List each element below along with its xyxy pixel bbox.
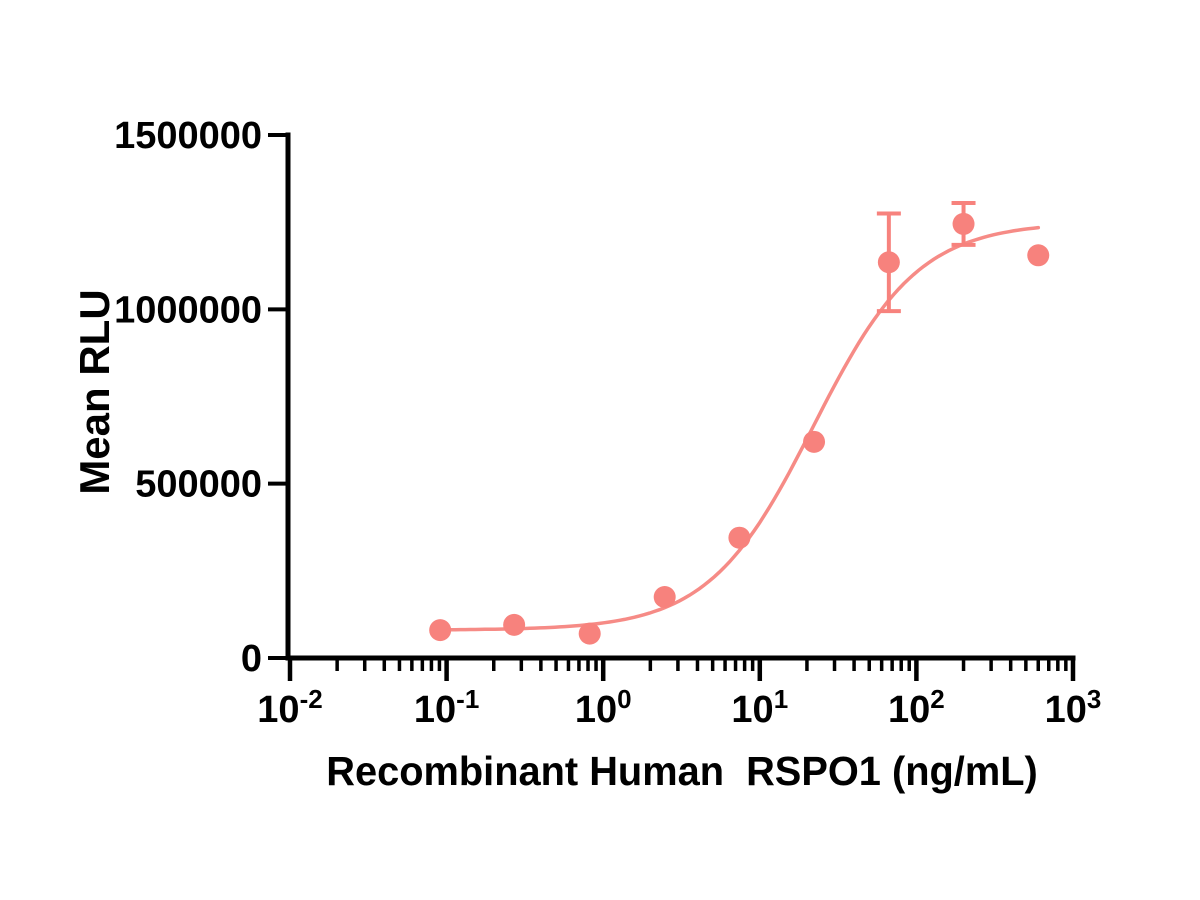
x-tick-label: 102 [888, 684, 945, 731]
y-tick-label: 1000000 [114, 289, 262, 331]
y-tick-label: 500000 [135, 464, 262, 506]
data-point-marker [653, 585, 676, 608]
x-tick-label: 100 [575, 684, 632, 731]
data-point-marker [503, 613, 526, 636]
data-point-marker [578, 622, 601, 645]
data-point-marker [1027, 244, 1050, 267]
y-tick-label: 1500000 [114, 115, 262, 157]
data-point-marker [803, 430, 826, 453]
data-point-marker [952, 212, 975, 235]
y-tick-label: 0 [241, 638, 262, 680]
x-tick-label: 10-2 [257, 684, 322, 731]
fit-curve [438, 225, 1041, 632]
x-tick-label: 103 [1045, 684, 1102, 731]
data-point-marker [429, 619, 452, 642]
x-tick-label: 101 [731, 684, 788, 731]
data-point-marker [728, 526, 751, 549]
data-point-marker [877, 251, 900, 274]
y-axis-title: Mean RLU [71, 289, 118, 495]
x-tick-label: 10-1 [414, 684, 479, 731]
x-axis-title: Recombinant Human RSPO1 (ng/mL) [326, 748, 1038, 794]
